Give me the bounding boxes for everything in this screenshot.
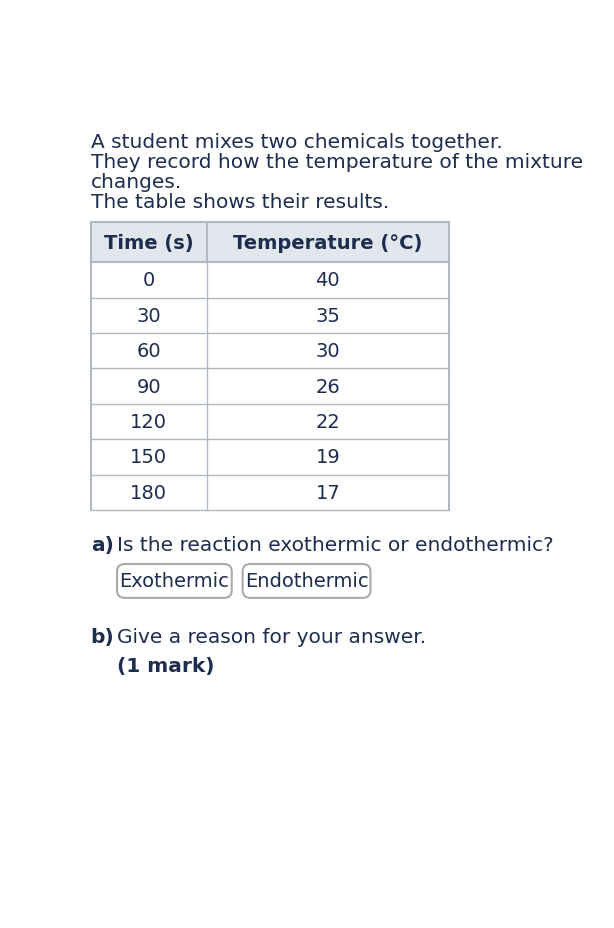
Text: 0: 0 xyxy=(142,271,155,290)
Text: 90: 90 xyxy=(136,378,161,396)
Text: 60: 60 xyxy=(136,342,161,361)
Text: 150: 150 xyxy=(130,448,168,467)
Text: Time (s): Time (s) xyxy=(104,234,193,252)
Text: 30: 30 xyxy=(316,342,340,361)
Text: a): a) xyxy=(91,535,114,554)
Text: A student mixes two chemicals together.: A student mixes two chemicals together. xyxy=(91,133,502,152)
Text: 120: 120 xyxy=(130,413,168,432)
Text: 17: 17 xyxy=(316,483,340,502)
Text: 22: 22 xyxy=(316,413,340,432)
Text: changes.: changes. xyxy=(91,173,182,192)
Text: Endothermic: Endothermic xyxy=(245,572,368,591)
Text: The table shows their results.: The table shows their results. xyxy=(91,193,389,212)
Text: 180: 180 xyxy=(130,483,168,502)
FancyBboxPatch shape xyxy=(91,223,449,263)
FancyBboxPatch shape xyxy=(117,564,231,599)
Text: Exothermic: Exothermic xyxy=(120,572,230,591)
Text: Temperature (°C): Temperature (°C) xyxy=(233,234,422,252)
Text: 30: 30 xyxy=(136,306,161,326)
Text: 26: 26 xyxy=(316,378,340,396)
Text: Give a reason for your answer.: Give a reason for your answer. xyxy=(117,627,426,647)
Text: b): b) xyxy=(91,627,114,647)
Text: They record how the temperature of the mixture: They record how the temperature of the m… xyxy=(91,153,583,172)
Text: Is the reaction exothermic or endothermic?: Is the reaction exothermic or endothermi… xyxy=(117,535,554,554)
Text: (1 mark): (1 mark) xyxy=(117,657,214,676)
Text: 40: 40 xyxy=(316,271,340,290)
Text: 35: 35 xyxy=(316,306,340,326)
FancyBboxPatch shape xyxy=(243,564,370,599)
Text: 19: 19 xyxy=(316,448,340,467)
